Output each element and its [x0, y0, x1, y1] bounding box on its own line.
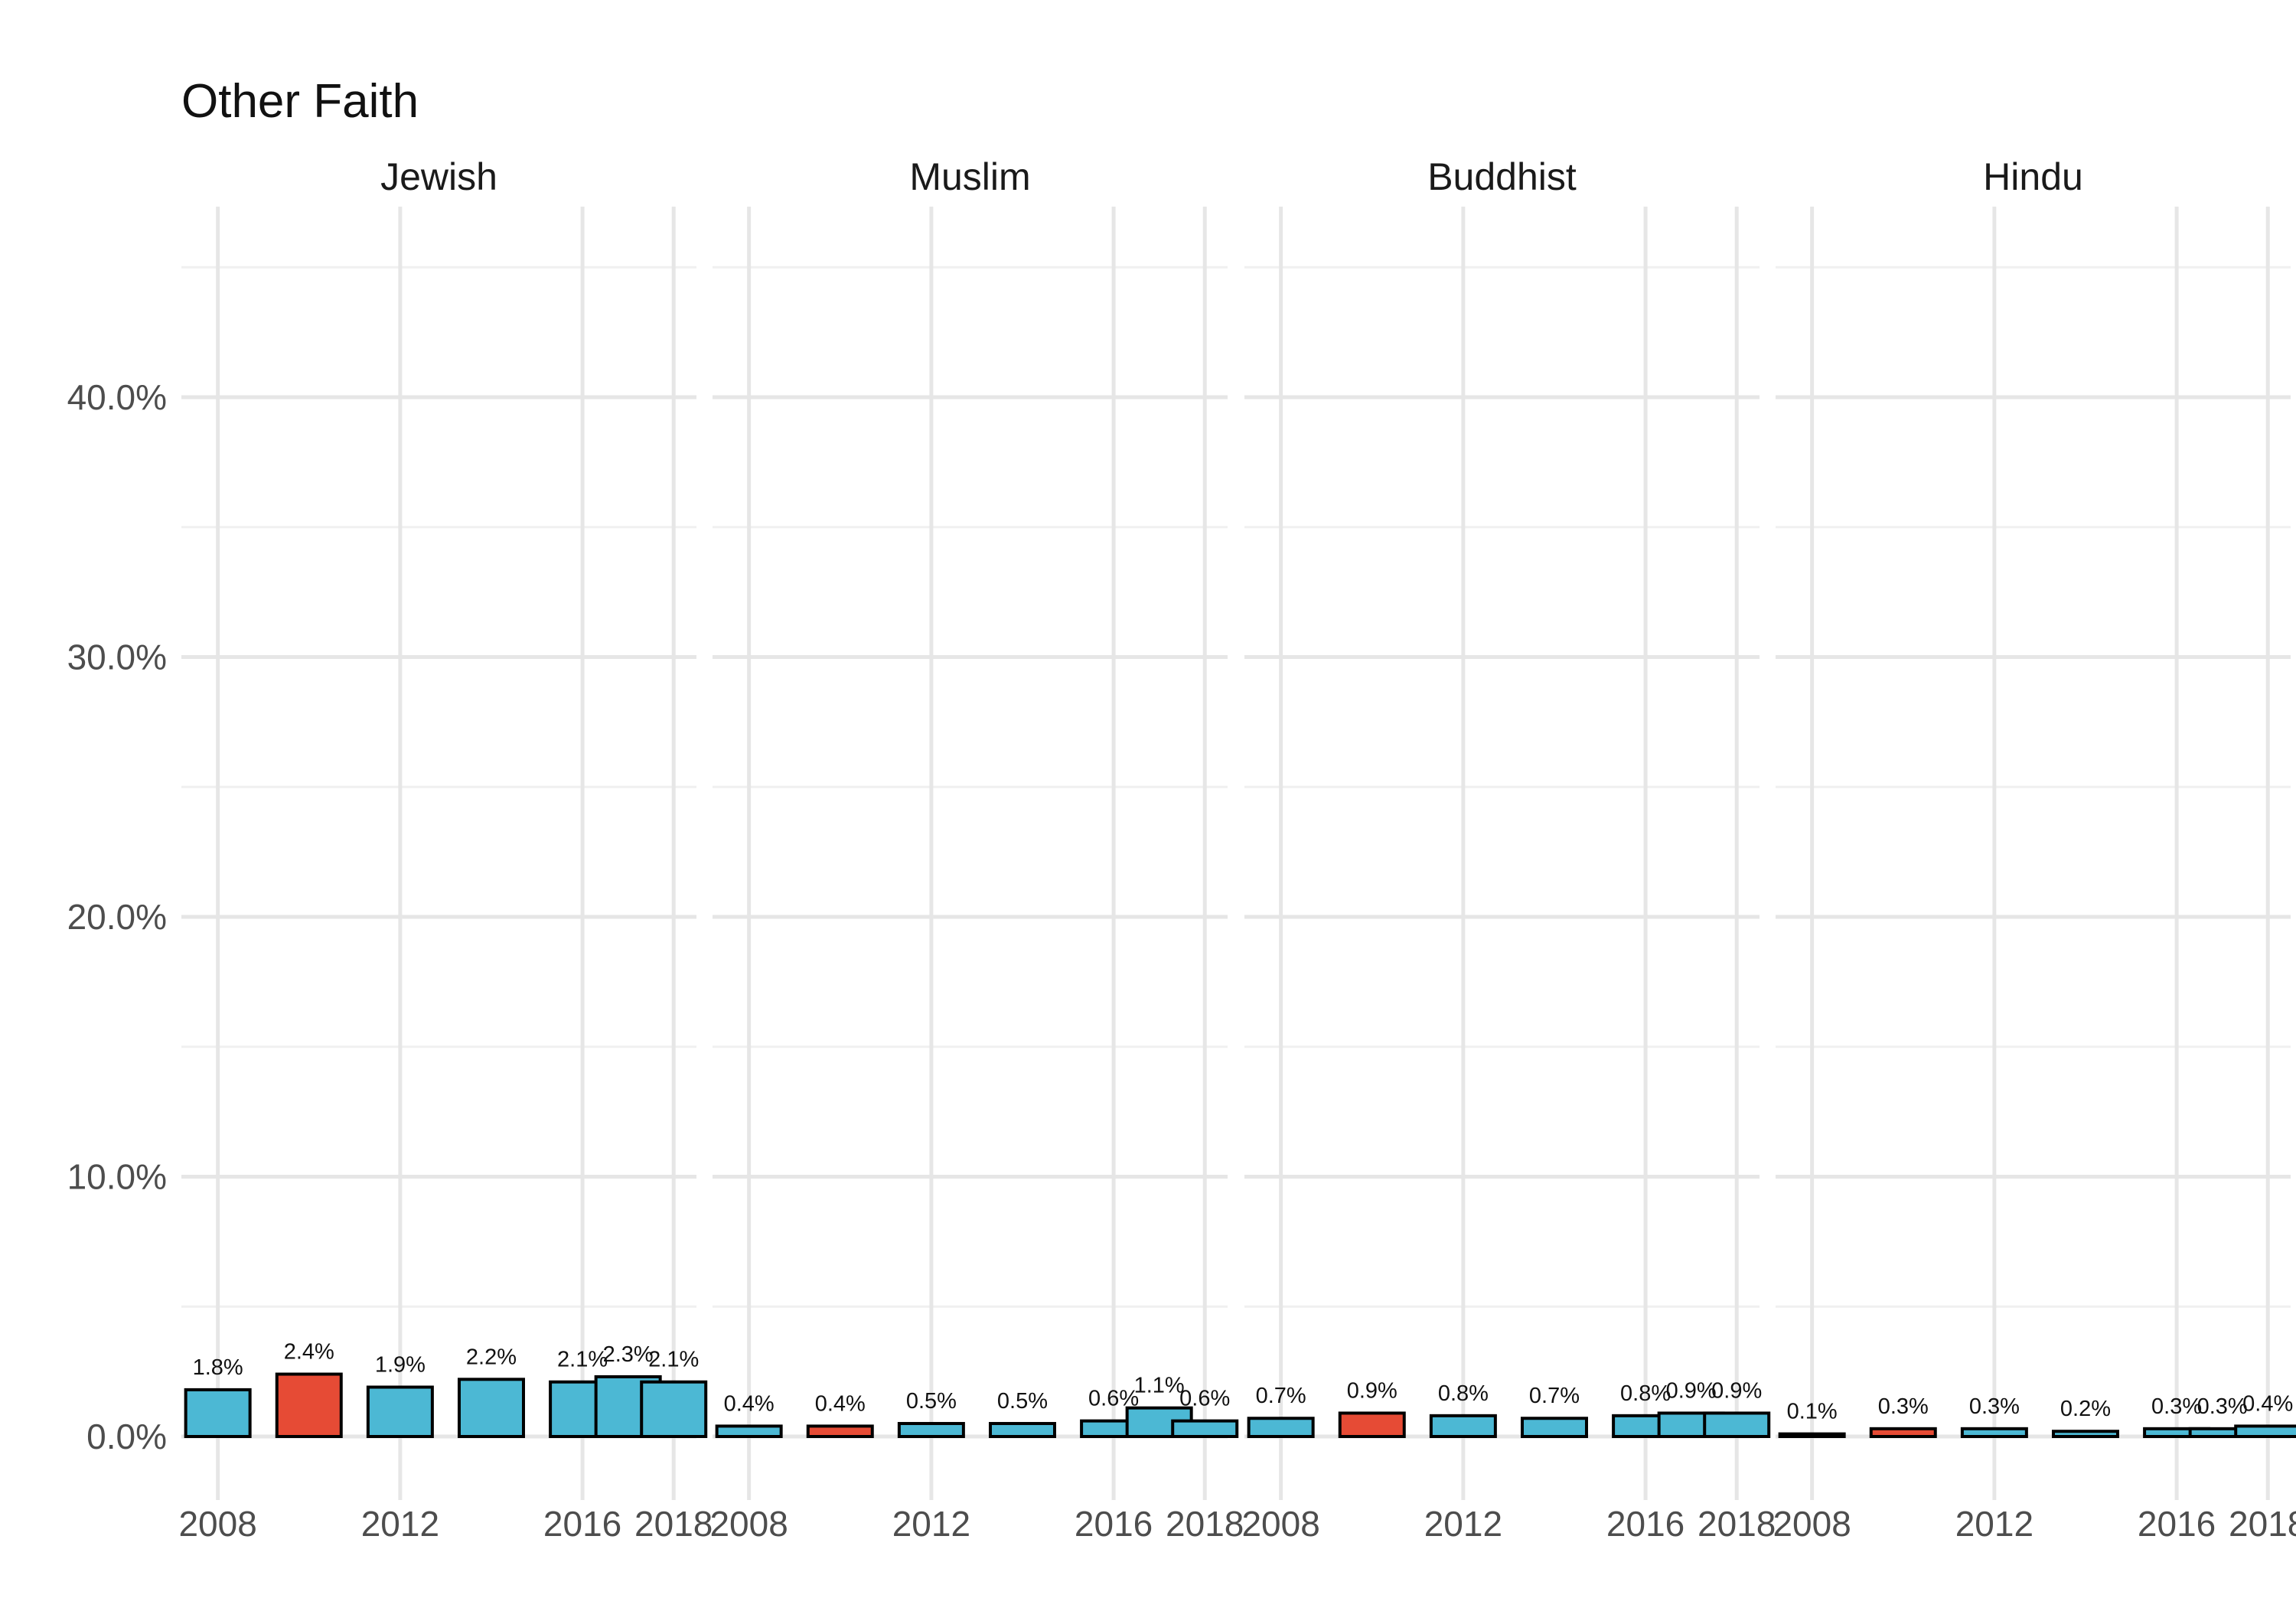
- y-tick-label: 10.0%: [67, 1157, 167, 1197]
- data-label: 2.1%: [648, 1348, 699, 1372]
- x-tick-label: 2012: [892, 1504, 970, 1544]
- data-label: 0.4%: [2242, 1391, 2293, 1416]
- bar: [715, 1424, 783, 1439]
- x-tick-label: 2018: [1166, 1504, 1244, 1544]
- data-label: 0.5%: [906, 1389, 957, 1414]
- y-tick-label: 0.0%: [86, 1417, 167, 1456]
- facet-label: Buddhist: [1427, 155, 1577, 198]
- data-label: 0.3%: [2197, 1394, 2248, 1419]
- data-label: 0.7%: [1256, 1384, 1306, 1408]
- bar: [1778, 1432, 1846, 1438]
- bar: [1703, 1411, 1771, 1438]
- bar: [275, 1372, 343, 1439]
- facet-label: Jewish: [380, 155, 497, 198]
- data-label: 0.9%: [1666, 1378, 1717, 1403]
- data-label: 0.3%: [1969, 1394, 2020, 1419]
- bar: [988, 1422, 1056, 1439]
- data-label: 1.9%: [375, 1352, 426, 1377]
- bar: [1429, 1414, 1497, 1438]
- x-tick-label: 2008: [709, 1504, 788, 1544]
- facet-label: Hindu: [1983, 155, 2083, 198]
- x-tick-label: 2012: [1424, 1504, 1502, 1544]
- x-tick-label: 2008: [1241, 1504, 1319, 1544]
- y-tick-label: 40.0%: [67, 377, 167, 417]
- data-label: 0.9%: [1347, 1378, 1397, 1403]
- bar: [2051, 1430, 2119, 1438]
- x-tick-label: 2016: [1075, 1504, 1153, 1544]
- x-tick-label: 2018: [634, 1504, 713, 1544]
- x-tick-label: 2016: [1606, 1504, 1684, 1544]
- bar: [1960, 1427, 2028, 1438]
- bar: [1869, 1427, 1937, 1438]
- bar: [1338, 1411, 1406, 1438]
- data-label: 0.8%: [1620, 1381, 1671, 1406]
- x-tick-label: 2008: [178, 1504, 256, 1544]
- x-tick-label: 2012: [361, 1504, 439, 1544]
- x-tick-label: 2016: [2138, 1504, 2216, 1544]
- chart-title: Other Faith: [181, 75, 419, 128]
- data-label: 0.3%: [1878, 1394, 1929, 1419]
- data-label: 0.6%: [1179, 1387, 1230, 1411]
- x-tick-label: 2016: [543, 1504, 621, 1544]
- data-label: 0.9%: [1711, 1378, 1762, 1403]
- bar: [1171, 1419, 1239, 1439]
- bar: [806, 1424, 874, 1439]
- x-tick-label: 2018: [1698, 1504, 1776, 1544]
- x-tick-label: 2012: [1955, 1504, 2033, 1544]
- data-label: 0.4%: [815, 1391, 866, 1416]
- y-tick-label: 30.0%: [67, 638, 167, 677]
- data-label: 2.3%: [603, 1342, 654, 1367]
- data-label: 0.3%: [2151, 1394, 2202, 1419]
- bar: [366, 1385, 434, 1438]
- data-label: 0.4%: [724, 1391, 775, 1416]
- data-label: 0.2%: [2060, 1397, 2111, 1421]
- bar: [2234, 1424, 2296, 1439]
- data-label: 2.1%: [557, 1348, 608, 1372]
- data-label: 1.8%: [193, 1355, 243, 1380]
- data-label: 1.1%: [1134, 1374, 1185, 1398]
- facet-label: Muslim: [909, 155, 1030, 198]
- bar: [897, 1422, 965, 1439]
- data-label: 0.7%: [1529, 1384, 1580, 1408]
- panel-jewish: Jewish 1.8% 2.4% 1.9% 2.2% 2.1%2.3%2.1% 2008 20…: [178, 155, 713, 1544]
- bar: [457, 1378, 525, 1439]
- data-label: 0.8%: [1438, 1381, 1489, 1406]
- y-tick-label: 20.0%: [67, 897, 167, 937]
- data-label: 0.5%: [997, 1389, 1048, 1414]
- bar: [640, 1380, 708, 1438]
- data-label: 2.4%: [284, 1340, 334, 1365]
- x-tick-label: 2008: [1773, 1504, 1851, 1544]
- data-label: 2.2%: [466, 1345, 517, 1369]
- x-tick-label: 2018: [2229, 1504, 2296, 1544]
- bar: [1247, 1417, 1315, 1438]
- bar: [1520, 1417, 1588, 1438]
- data-label: 0.1%: [1787, 1400, 1838, 1424]
- bar: [184, 1388, 252, 1439]
